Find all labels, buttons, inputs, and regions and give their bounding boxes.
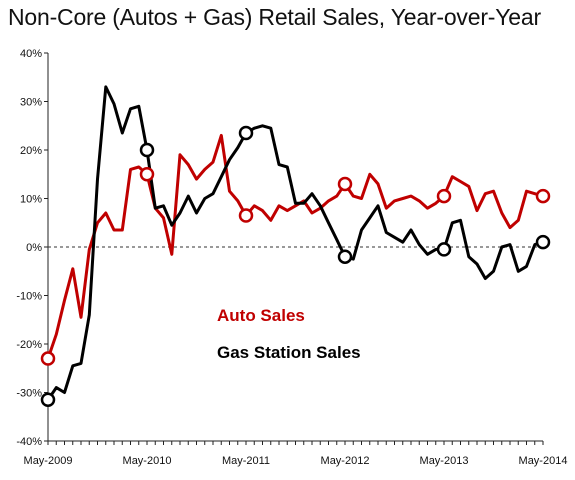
y-tick-label: -30% bbox=[16, 388, 42, 400]
y-tick-label: -10% bbox=[16, 291, 42, 303]
auto-sales-marker bbox=[337, 176, 353, 192]
auto-sales-marker bbox=[535, 188, 551, 204]
x-tick-label: May-2012 bbox=[321, 455, 370, 467]
x-tick-label: May-2009 bbox=[24, 455, 73, 467]
series-layer bbox=[40, 85, 551, 408]
auto-sales-marker bbox=[40, 351, 56, 366]
gas-station-sales-marker bbox=[436, 242, 452, 257]
y-tick-label: 10% bbox=[20, 194, 42, 206]
gas-station-sales-marker bbox=[40, 392, 56, 408]
x-tick-label: May-2014 bbox=[519, 455, 568, 467]
auto-sales-marker bbox=[238, 208, 254, 223]
legend-gas-station-sales: Gas Station Sales bbox=[217, 343, 361, 362]
gas-station-sales-marker bbox=[535, 234, 551, 250]
auto-sales-marker bbox=[436, 188, 452, 204]
chart-axes: -40% -30% -20% -10% 0% 10% 20% 30% 40% May-2009 Ma… bbox=[16, 48, 567, 467]
chart-title: Non-Core (Autos + Gas) Retail Sales, Yea… bbox=[8, 4, 541, 30]
y-tick-label: 40% bbox=[20, 48, 42, 60]
y-tick-label: 0% bbox=[26, 242, 42, 254]
x-tick-label: May-2010 bbox=[123, 455, 172, 467]
chart-legend: Auto Sales Gas Station Sales bbox=[217, 306, 361, 362]
legend-auto-sales: Auto Sales bbox=[217, 306, 305, 325]
y-tick-label: -20% bbox=[16, 339, 42, 351]
x-tick-label: May-2013 bbox=[420, 455, 469, 467]
y-tick-label: 30% bbox=[20, 97, 42, 109]
auto-sales-line bbox=[46, 133, 545, 361]
gas-station-sales-marker bbox=[139, 142, 155, 158]
auto-sales-marker bbox=[139, 167, 155, 182]
gas-station-sales-marker bbox=[337, 249, 353, 264]
x-tick-label: May-2011 bbox=[222, 455, 270, 467]
gas-station-sales-marker bbox=[238, 125, 254, 141]
y-tick-label: -40% bbox=[16, 436, 42, 448]
y-tick-label: 20% bbox=[20, 145, 42, 157]
gas-station-sales-line bbox=[46, 85, 545, 402]
